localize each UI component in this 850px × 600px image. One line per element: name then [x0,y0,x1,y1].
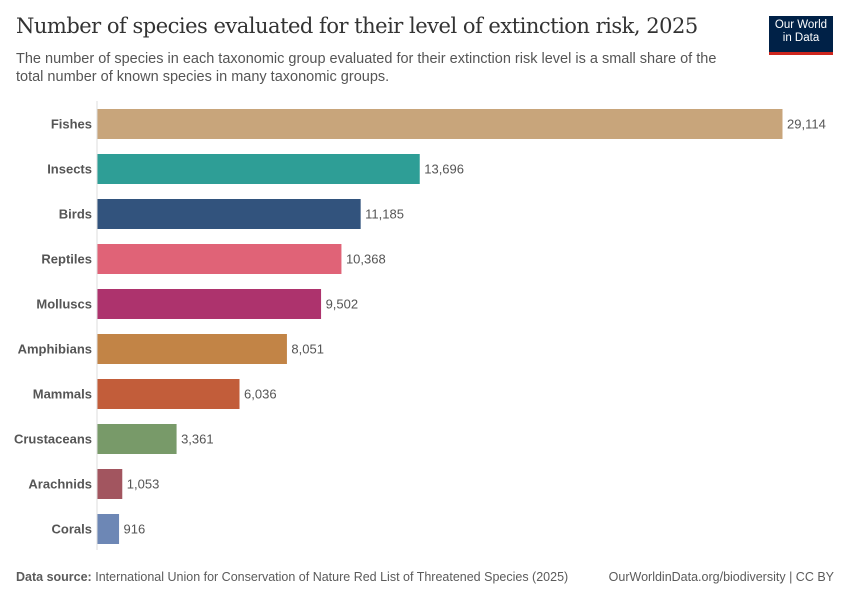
chart-subtitle: The number of species in each taxonomic … [16,51,717,85]
bar-reptiles[interactable] [97,244,342,274]
category-label: Amphibians [18,342,92,357]
bar-insects[interactable] [97,154,420,184]
bar-molluscs[interactable] [97,289,322,319]
value-label: 8,051 [291,342,324,357]
bar-birds[interactable] [97,199,361,229]
category-label: Molluscs [36,297,92,312]
bar-crustaceans[interactable] [97,424,177,454]
category-label: Birds [59,207,92,222]
category-label: Insects [47,162,92,177]
category-label: Fishes [51,117,92,132]
bar-amphibians[interactable] [97,334,287,364]
value-label: 11,185 [365,207,404,222]
category-label: Reptiles [41,252,92,267]
category-label: Mammals [33,387,92,402]
footer-url[interactable]: OurWorldinData.org/biodiversity | CC BY [608,570,834,584]
data-source: Data source: International Union for Con… [16,570,568,584]
category-label: Arachnids [28,477,92,492]
category-label: Crustaceans [14,432,92,447]
source-label: Data source: [16,570,92,584]
bar-corals[interactable] [97,514,120,544]
bar-fishes[interactable] [97,109,783,139]
value-label: 10,368 [346,252,386,267]
value-label: 916 [124,522,146,537]
owid-logo[interactable]: Our World in Data [769,16,833,55]
value-label: 3,361 [181,432,214,447]
value-label: 1,053 [127,477,160,492]
value-label: 6,036 [244,387,277,402]
value-label: 13,696 [424,162,464,177]
category-label: Corals [52,522,92,537]
bar-mammals[interactable] [97,379,240,409]
source-text[interactable]: International Union for Conservation of … [95,570,569,584]
value-label: 9,502 [326,297,359,312]
value-label: 29,114 [787,117,826,132]
chart-title: Number of species evaluated for their le… [16,14,698,38]
bar-arachnids[interactable] [97,469,123,499]
